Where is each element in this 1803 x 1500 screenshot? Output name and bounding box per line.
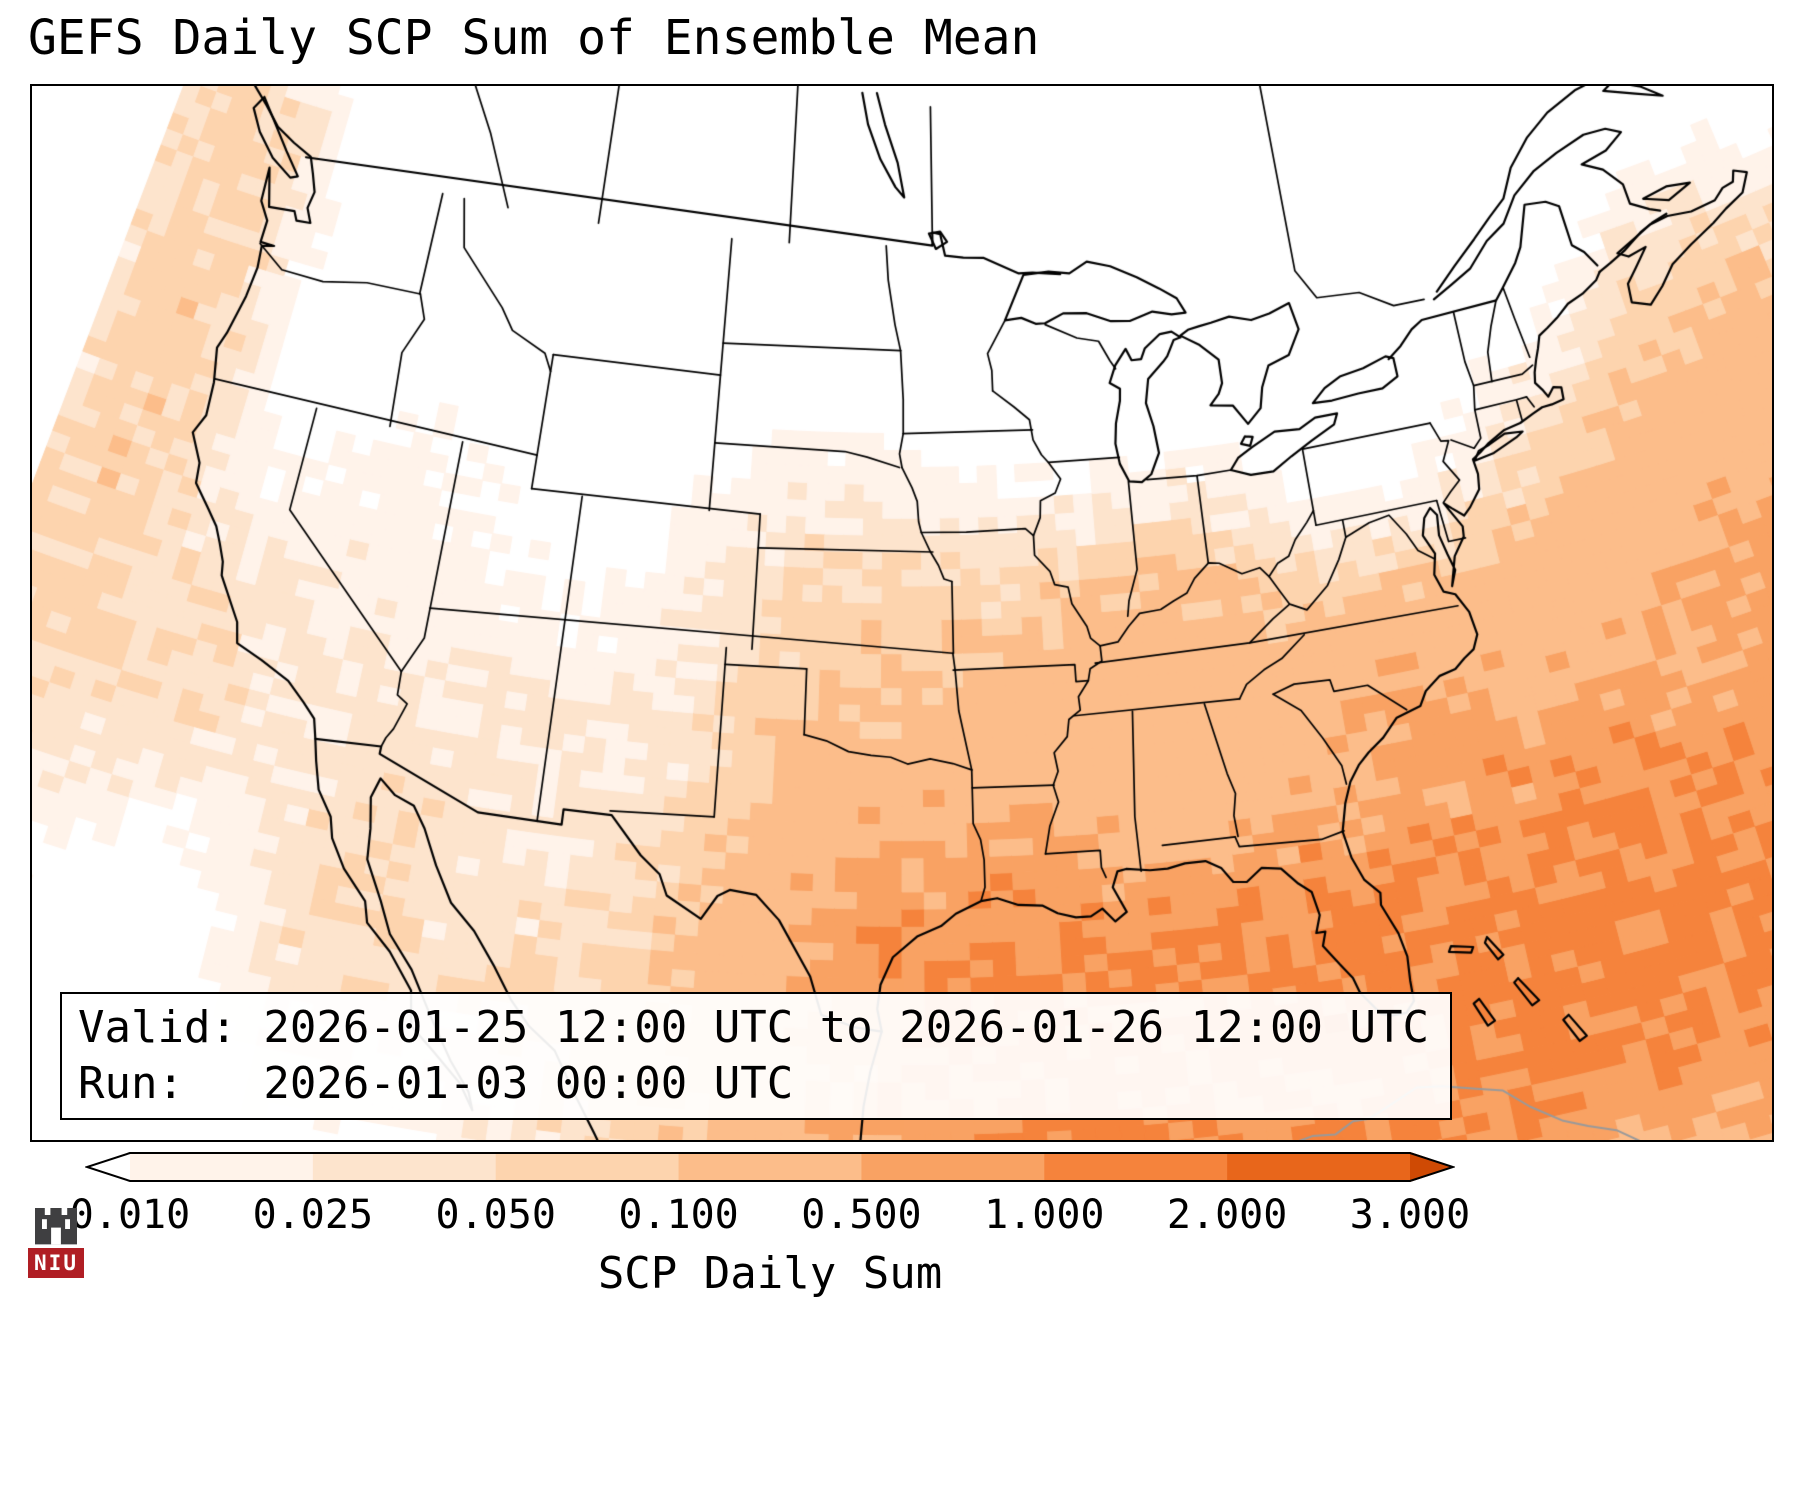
colorbar (85, 1152, 1455, 1182)
colorbar-tick-label: 0.010 (69, 1192, 191, 1238)
info-run-line: Run: 2026-01-03 00:00 UTC (78, 1058, 794, 1109)
figure-title: GEFS Daily SCP Sum of Ensemble Mean (28, 10, 1040, 66)
colorbar-tick-label: 1.000 (984, 1192, 1105, 1238)
colorbar-tick-label: 0.050 (435, 1192, 556, 1238)
colorbar-tick-label: 0.100 (618, 1192, 739, 1238)
colorbar-tick-label: 3.000 (1349, 1192, 1471, 1238)
colorbar-tick-label: 2.000 (1166, 1192, 1288, 1238)
colorbar-tick-label: 0.500 (801, 1192, 922, 1238)
map-canvas (32, 86, 1772, 1140)
niu-logo-text: NIU (28, 1248, 84, 1278)
colorbar-label: SCP Daily Sum (597, 1248, 943, 1299)
niu-castle-icon (35, 1208, 77, 1245)
colorbar-tick-label: 0.025 (252, 1192, 374, 1238)
colorbar-ticks: 0.010 0.025 0.050 0.100 0.500 1.000 2.000 3.000 (0, 1192, 1803, 1242)
niu-logo: NIU (28, 1196, 84, 1278)
map-frame: Valid: 2026-01-25 12:00 UTC to 2026-01-2… (30, 84, 1774, 1142)
info-valid-line: Valid: 2026-01-25 12:00 UTC to 2026-01-2… (78, 1002, 1430, 1053)
info-box: Valid: 2026-01-25 12:00 UTC to 2026-01-2… (60, 992, 1452, 1120)
